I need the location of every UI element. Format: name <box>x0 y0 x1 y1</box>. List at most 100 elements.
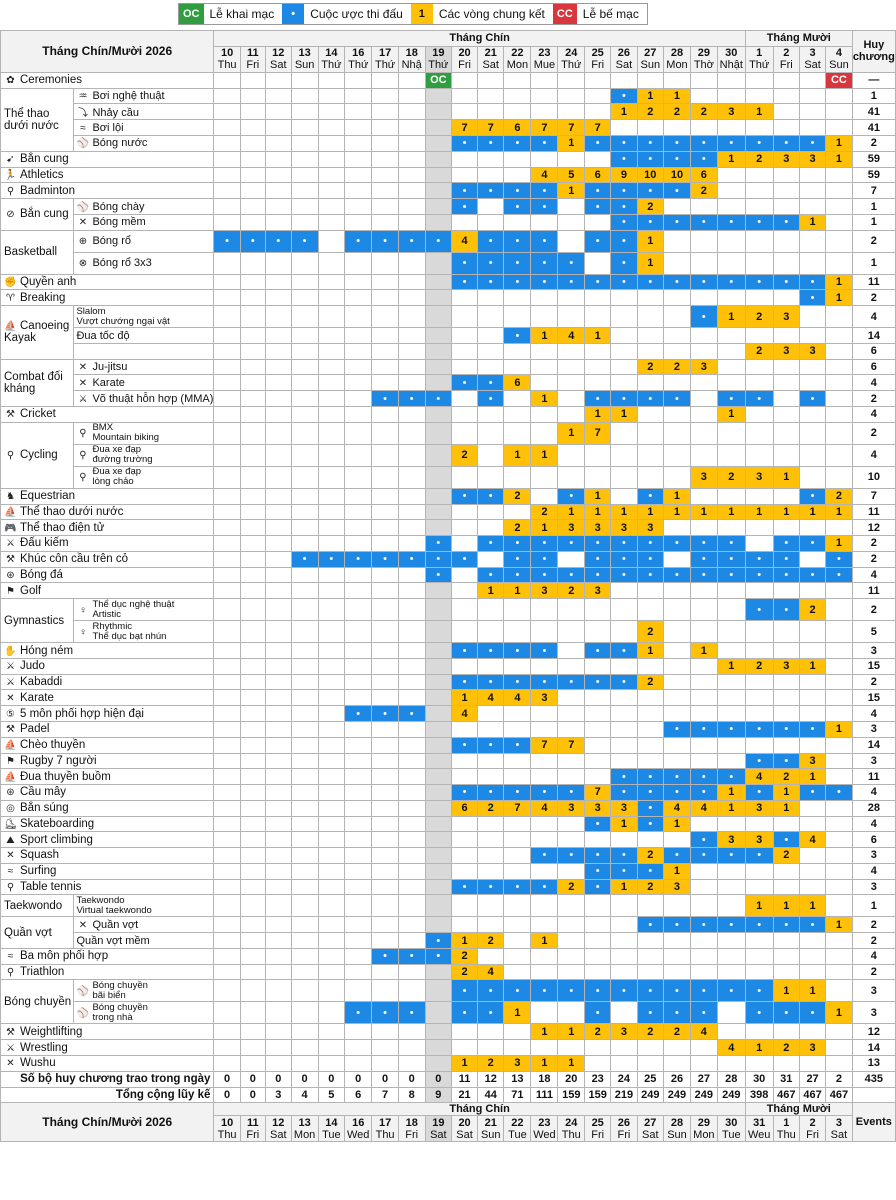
final-cell: 3 <box>744 831 774 849</box>
final-cell: 4 <box>798 831 827 849</box>
medal-count: 1 <box>851 251 896 275</box>
daily-total: 13 <box>503 1070 532 1088</box>
event-cell: • <box>610 390 638 408</box>
empty-cell <box>317 182 346 200</box>
empty-cell <box>503 342 532 360</box>
empty-cell <box>397 720 426 738</box>
final-cell: 1 <box>610 406 638 423</box>
empty-cell <box>476 1023 505 1041</box>
discipline-label: ⚾ Bóng nước <box>73 135 215 152</box>
medal-count: 2 <box>851 289 896 307</box>
empty-cell <box>557 932 586 949</box>
empty-cell <box>825 87 853 105</box>
day-number: 16 <box>352 1116 365 1129</box>
empty-cell <box>290 535 319 552</box>
empty-cell <box>264 119 292 137</box>
empty-cell <box>213 963 241 981</box>
event-cell: • <box>610 273 638 291</box>
day-header: 18 Nhậ <box>397 45 426 73</box>
event-cell: • <box>503 736 532 754</box>
final-cell: 1 <box>798 503 827 521</box>
pentathlon-icon: ⑤ <box>6 708 15 720</box>
empty-cell <box>798 963 827 981</box>
empty-cell <box>239 198 266 215</box>
empty-cell <box>610 342 638 360</box>
empty-cell <box>476 327 505 344</box>
event-cell: • <box>744 979 774 1003</box>
empty-cell <box>476 947 505 965</box>
final-cell: 3 <box>689 465 718 489</box>
day-number: 27 <box>644 47 657 60</box>
final-cell: 4 <box>476 689 505 707</box>
event-cell: • <box>636 566 665 584</box>
empty-cell <box>825 689 853 707</box>
day-header: 28 Mon <box>663 45 691 73</box>
discipline-label: ⚲ Đua xe đạp lòng chảo <box>73 465 215 489</box>
sport-label: Wrestling <box>20 1041 68 1054</box>
empty-cell <box>744 1023 774 1041</box>
event-cell: • <box>772 598 800 622</box>
sport-label: Equestrian <box>20 490 75 503</box>
event-cell: • <box>663 768 691 786</box>
sport-row-label: ≈ Surfing <box>0 862 215 880</box>
empty-cell <box>264 390 292 408</box>
empty-cell <box>744 736 774 754</box>
empty-cell <box>825 1054 853 1072</box>
event-cell: • <box>716 979 746 1003</box>
event-cell: • <box>476 878 505 896</box>
empty-cell <box>264 327 292 344</box>
empty-cell <box>264 862 292 880</box>
empty-cell <box>371 1023 399 1041</box>
event-cell: • <box>397 947 426 965</box>
empty-cell <box>344 1054 373 1072</box>
discipline-line1: Bóng chuyền <box>92 979 148 991</box>
empty-cell <box>264 642 292 659</box>
jujitsu-icon: ✕ <box>78 362 88 374</box>
empty-cell <box>290 487 319 505</box>
empty-cell <box>798 862 827 880</box>
empty-cell <box>213 550 241 568</box>
empty-cell <box>290 119 319 137</box>
empty-cell <box>772 736 800 754</box>
sport-label: Ceremonies <box>20 74 82 87</box>
sport-label: Cycling <box>20 449 58 462</box>
day-name: Weu <box>747 1128 771 1141</box>
empty-cell <box>530 289 559 307</box>
final-cell: 1 <box>503 582 532 600</box>
empty-cell <box>424 150 453 168</box>
empty-cell <box>317 406 346 423</box>
empty-cell <box>825 847 853 864</box>
empty-cell <box>371 963 399 981</box>
empty-cell <box>371 342 399 360</box>
empty-cell <box>264 736 292 754</box>
empty-cell <box>557 642 586 659</box>
sport-label: Chèo thuyền <box>20 739 86 752</box>
legend-swatch: 1 <box>410 4 433 24</box>
empty-cell <box>772 71 800 89</box>
empty-cell <box>317 582 346 600</box>
empty-cell <box>451 421 478 445</box>
empty-cell <box>557 213 586 231</box>
empty-cell <box>371 487 399 505</box>
empty-cell <box>825 598 853 622</box>
empty-cell <box>424 916 453 934</box>
empty-cell <box>557 71 586 89</box>
empty-cell <box>239 799 266 817</box>
empty-cell <box>716 374 746 392</box>
final-cell: 1 <box>636 251 665 275</box>
empty-cell <box>610 327 638 344</box>
event-cell: • <box>424 535 453 552</box>
empty-cell <box>344 847 373 864</box>
empty-cell <box>264 289 292 307</box>
empty-cell <box>530 752 559 770</box>
empty-cell <box>317 815 346 833</box>
empty-cell <box>716 289 746 307</box>
empty-cell <box>503 720 532 738</box>
empty-cell <box>424 374 453 392</box>
empty-cell <box>213 1054 241 1072</box>
empty-cell <box>397 421 426 445</box>
empty-cell <box>424 1039 453 1056</box>
empty-cell <box>716 327 746 344</box>
empty-cell <box>213 566 241 584</box>
sport-row-label: ✕ Squash <box>0 847 215 864</box>
